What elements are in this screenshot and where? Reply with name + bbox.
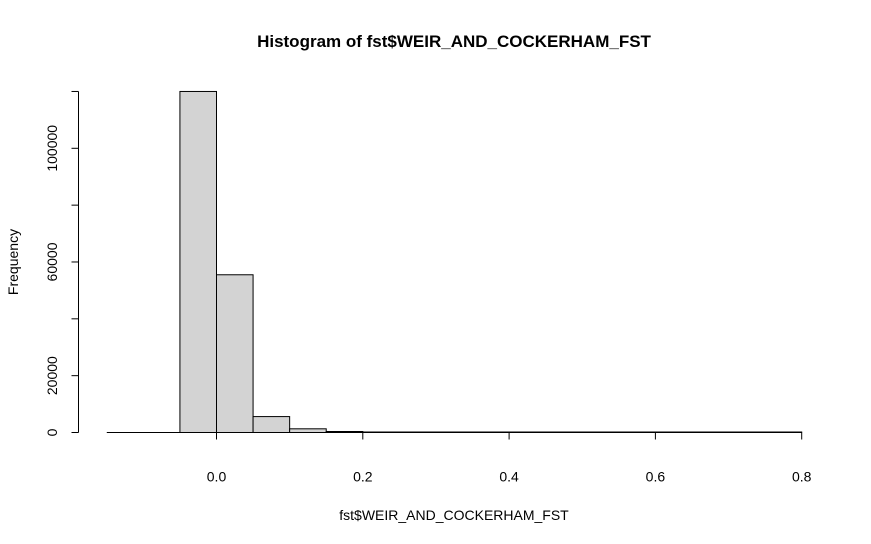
histogram-bar bbox=[216, 274, 254, 434]
x-tick-label: 0.2 bbox=[353, 469, 373, 485]
histogram-bar bbox=[252, 416, 291, 434]
histogram-bar bbox=[289, 428, 327, 433]
x-axis-label: fst$WEIR_AND_COCKERHAM_FST bbox=[339, 507, 569, 523]
y-tick-label: 100000 bbox=[44, 125, 60, 172]
y-tick-label: 20000 bbox=[44, 356, 60, 395]
x-tick-label: 0.4 bbox=[499, 469, 519, 485]
y-axis: 0 20000 60000 100000 bbox=[44, 90, 79, 436]
chart-title: Histogram of fst$WEIR_AND_COCKERHAM_FST bbox=[257, 32, 651, 51]
x-tick-label: 0.0 bbox=[207, 469, 227, 485]
x-tick-label: 0.6 bbox=[646, 469, 666, 485]
y-tick-label: 0 bbox=[44, 428, 60, 436]
bars-group bbox=[179, 90, 803, 434]
y-tick-label: 60000 bbox=[44, 242, 60, 281]
x-axis: 0.0 0.2 0.4 0.6 0.8 bbox=[106, 432, 812, 485]
y-axis-label: Frequency bbox=[5, 229, 21, 295]
histogram-bar bbox=[179, 90, 218, 434]
x-tick-label: 0.8 bbox=[792, 469, 812, 485]
